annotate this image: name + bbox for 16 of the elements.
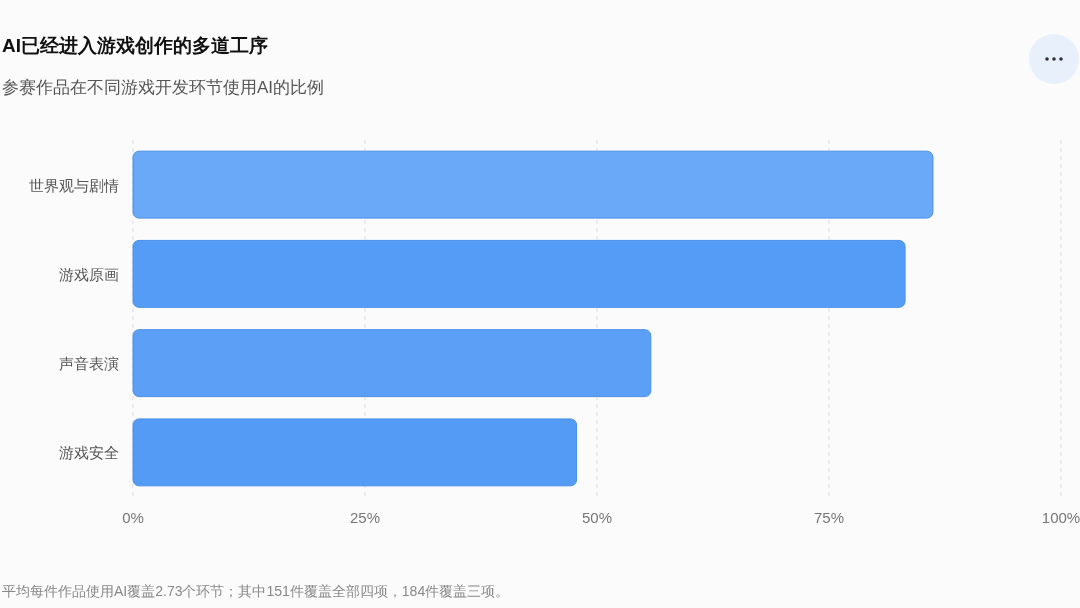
y-tick-label: 世界观与剧情 bbox=[29, 176, 119, 194]
text: 平均每件作品使用AI覆盖2.73个环节；其中151件覆盖全部四项，184件覆盖三项。 bbox=[2, 583, 510, 599]
bar bbox=[132, 239, 906, 308]
x-tick-label: 0% bbox=[122, 509, 144, 526]
bar bbox=[132, 150, 934, 219]
y-tick-label: 游戏原画 bbox=[59, 265, 119, 283]
chart-subtitle: 参赛作品在不同游戏开发环节使用AI的比例 bbox=[2, 78, 325, 97]
y-tick-label: 游戏安全 bbox=[59, 444, 119, 462]
x-tick-label: 25% bbox=[349, 509, 381, 526]
bar bbox=[132, 418, 578, 487]
chart-title: AI已经进入游戏创作的多道工序 bbox=[2, 35, 268, 56]
x-tick-label: 100% bbox=[1041, 509, 1080, 526]
bar bbox=[132, 329, 652, 398]
y-tick-label: 声音表演 bbox=[59, 355, 119, 373]
x-tick-label: 50% bbox=[581, 509, 613, 526]
x-tick-label: 75% bbox=[813, 509, 845, 526]
